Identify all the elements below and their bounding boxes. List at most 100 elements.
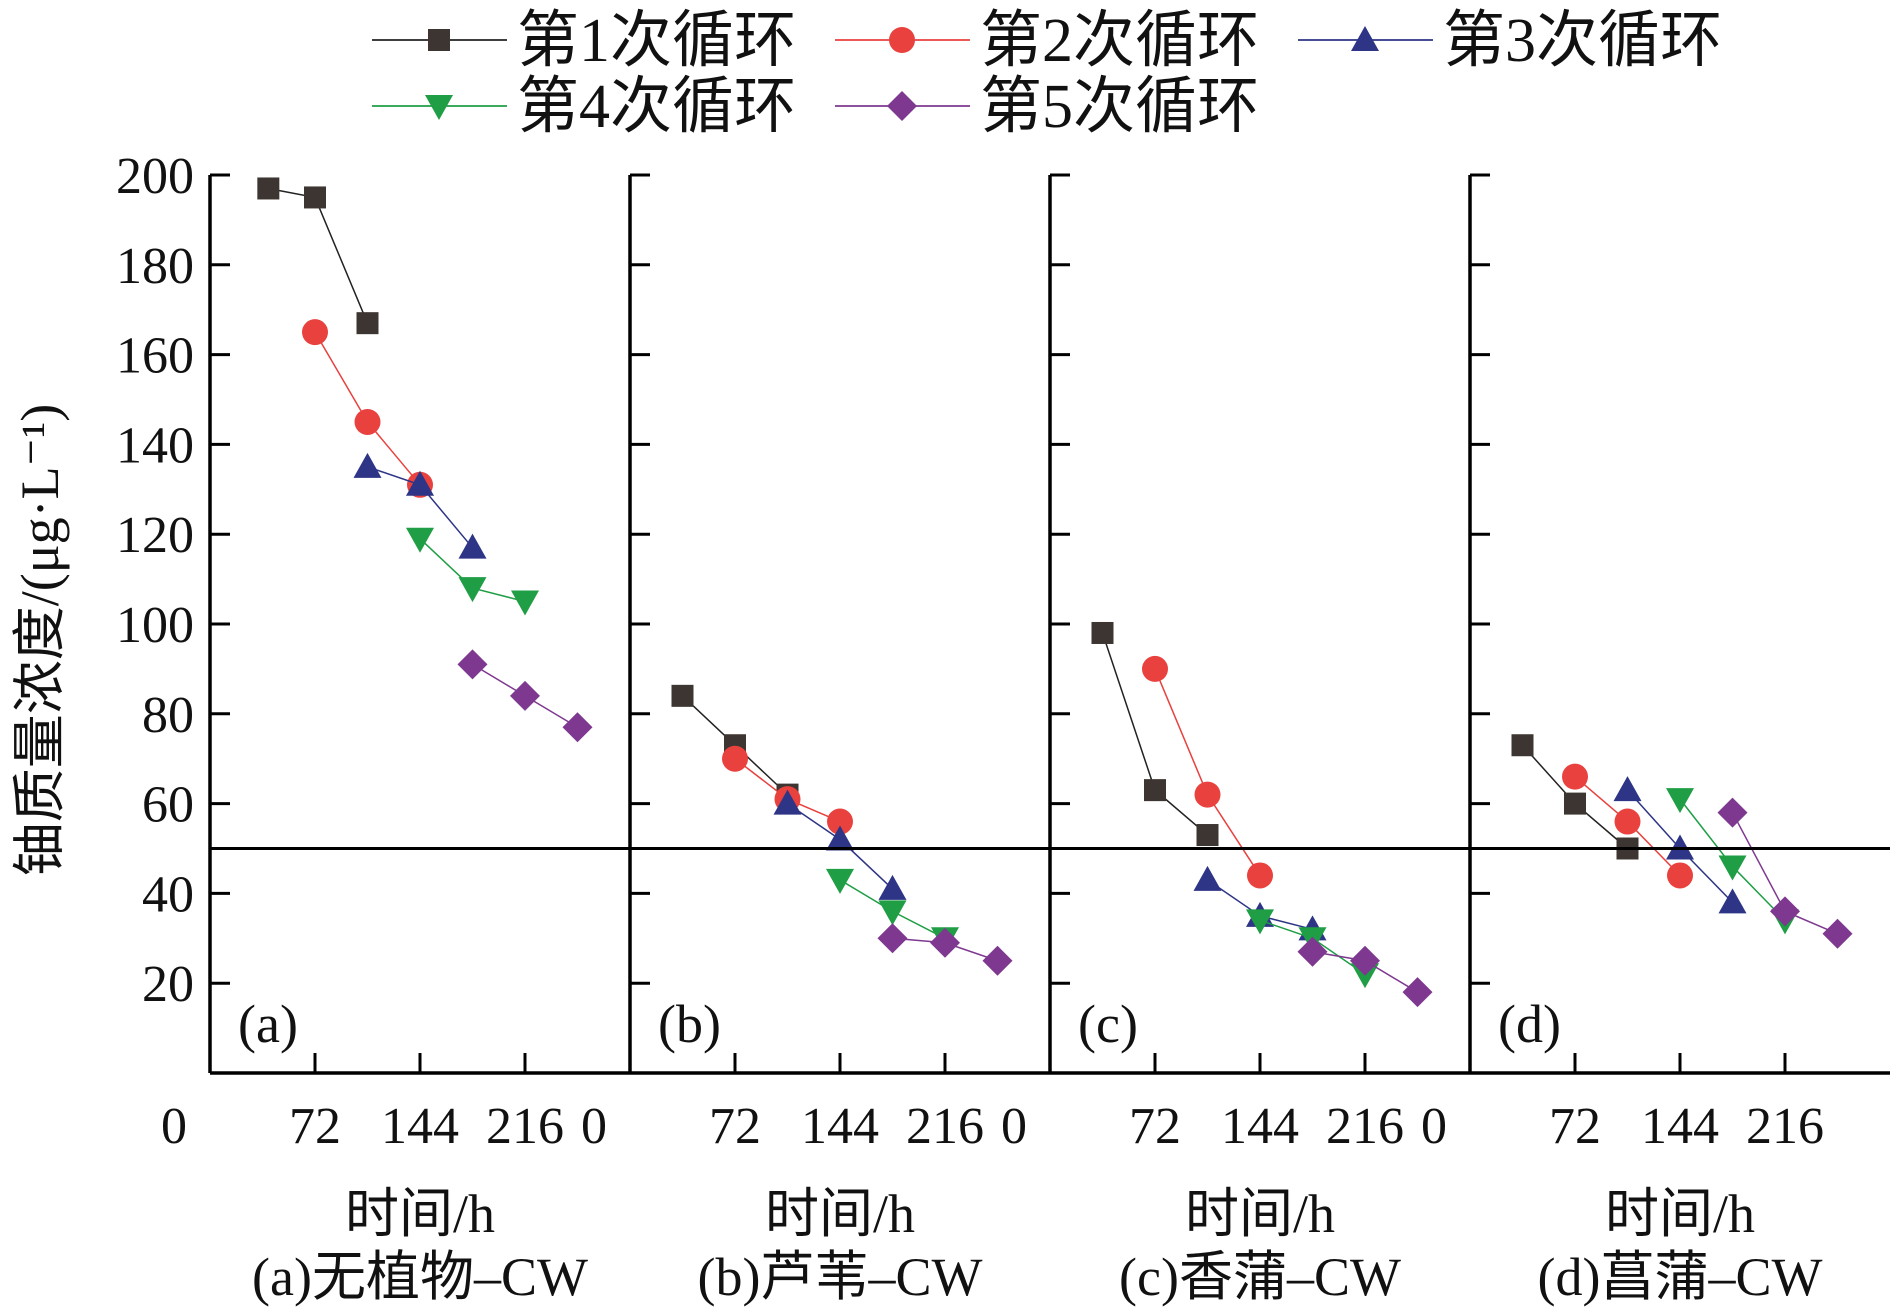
data-point: [878, 874, 907, 900]
data-point: [1770, 896, 1800, 927]
data-point: [1717, 797, 1748, 828]
series: [1297, 936, 1433, 1008]
data-point: [1667, 862, 1693, 889]
data-point: [406, 527, 434, 553]
data-point: [1511, 734, 1534, 757]
data-point: [1246, 909, 1274, 935]
panel-letter: (d): [1498, 994, 1561, 1054]
data-point: [826, 825, 854, 851]
x-axis-title: 时间/h: [1605, 1184, 1755, 1244]
data-point: [354, 408, 381, 435]
x-tick-label: 144: [801, 1098, 879, 1155]
legend-marker: [428, 29, 450, 51]
series: [773, 789, 907, 900]
x-tick-label: 0: [1001, 1098, 1027, 1155]
series: [826, 868, 959, 953]
y-axis-title: 铀质量浓度/(μg·L⁻¹): [10, 404, 70, 877]
legend-label: 第5次循环: [980, 73, 1259, 141]
data-point: [878, 900, 907, 926]
y-axis-label: 铀质量浓度/(μg·L⁻¹): [10, 404, 70, 877]
data-point: [304, 186, 326, 209]
legend-label: 第2次循环: [980, 7, 1259, 75]
data-point: [722, 745, 748, 772]
y-tick-label: 100: [116, 597, 194, 654]
y-tick-label: 120: [116, 507, 194, 564]
data-point: [1718, 888, 1747, 914]
series: [671, 684, 799, 806]
data-point: [353, 452, 382, 478]
data-point: [773, 789, 802, 815]
data-point: [458, 577, 487, 603]
panel: 0 72 144 216 (d) 时间/h(d)菖蒲–CW: [1421, 173, 1890, 1307]
y-tick-label: 40: [142, 866, 194, 923]
panels: 20 40 60 80 100 120 140 160 180 200 0 72 144 216 (a) 时间…: [116, 148, 1890, 1307]
data-point: [1193, 865, 1222, 891]
data-point: [826, 868, 854, 894]
data-point: [257, 177, 280, 200]
x-tick-label: 216: [906, 1098, 984, 1155]
x-tick-label: 216: [486, 1098, 564, 1155]
panel: 0 72 144 216 (b) 时间/h(b)芦苇–CW: [581, 173, 1050, 1307]
data-point: [671, 684, 694, 707]
data-point: [1613, 776, 1642, 802]
x-tick-label: 216: [1326, 1098, 1404, 1155]
data-point: [510, 680, 540, 711]
x-tick-label: 144: [381, 1098, 459, 1155]
x-tick-label: 0: [161, 1098, 187, 1155]
x-tick-label: 0: [1421, 1098, 1447, 1155]
legend-marker: [1351, 26, 1379, 51]
data-point: [458, 533, 487, 559]
data-point: [1247, 862, 1273, 889]
data-point: [1822, 918, 1853, 949]
data-point: [1350, 945, 1380, 976]
panel-caption: (c)香蒲–CW: [1119, 1247, 1401, 1307]
panel-letter: (b): [658, 994, 721, 1054]
series: [353, 452, 487, 559]
panel-letter: (c): [1078, 994, 1138, 1054]
legend-item: 第5次循环: [835, 73, 1259, 141]
data-point: [1564, 792, 1586, 815]
series: [406, 527, 539, 616]
x-tick-label: 72: [289, 1098, 341, 1155]
legend-item: 第4次循环: [372, 73, 796, 141]
x-axis-title: 时间/h: [345, 1184, 495, 1244]
data-point: [1142, 655, 1168, 682]
data-point: [457, 649, 488, 680]
data-point: [1091, 621, 1114, 644]
data-point: [1144, 779, 1166, 802]
panel: 0 72 144 216 (c) 时间/h(c)香蒲–CW: [1001, 173, 1470, 1307]
series-line: [268, 187, 369, 324]
y-tick-label: 60: [142, 777, 194, 834]
x-tick-label: 144: [1641, 1098, 1719, 1155]
x-tick-label: 72: [709, 1098, 761, 1155]
series: [1511, 734, 1639, 860]
data-point: [827, 808, 853, 835]
panel-caption: (b)芦苇–CW: [698, 1247, 983, 1307]
data-point: [1297, 936, 1328, 967]
data-point: [562, 712, 593, 743]
panel-caption: (a)无植物–CW: [252, 1247, 588, 1307]
data-point: [1614, 808, 1641, 835]
y-tick-label: 20: [142, 956, 194, 1013]
series: [1562, 763, 1693, 889]
data-point: [1562, 763, 1588, 790]
panel-letter: (a): [238, 994, 298, 1054]
y-tick-label: 180: [116, 238, 194, 295]
legend-marker: [889, 27, 915, 53]
legend-marker: [887, 91, 917, 121]
data-point: [1666, 788, 1694, 814]
y-tick-label: 140: [116, 417, 194, 474]
x-tick-label: 144: [1221, 1098, 1299, 1155]
data-point: [1402, 977, 1433, 1008]
y-tick-label: 80: [142, 687, 194, 744]
legend-marker: [425, 95, 453, 120]
legend-label: 第3次循环: [1443, 7, 1722, 75]
legend-item: 第1次循环: [372, 7, 796, 75]
panel: 20 40 60 80 100 120 140 160 180 200 0 72 144 216 (a) 时间…: [116, 148, 630, 1307]
legend-label: 第4次循环: [517, 73, 796, 141]
x-axis-title: 时间/h: [765, 1184, 915, 1244]
data-point: [356, 312, 379, 335]
series: [1717, 797, 1853, 949]
